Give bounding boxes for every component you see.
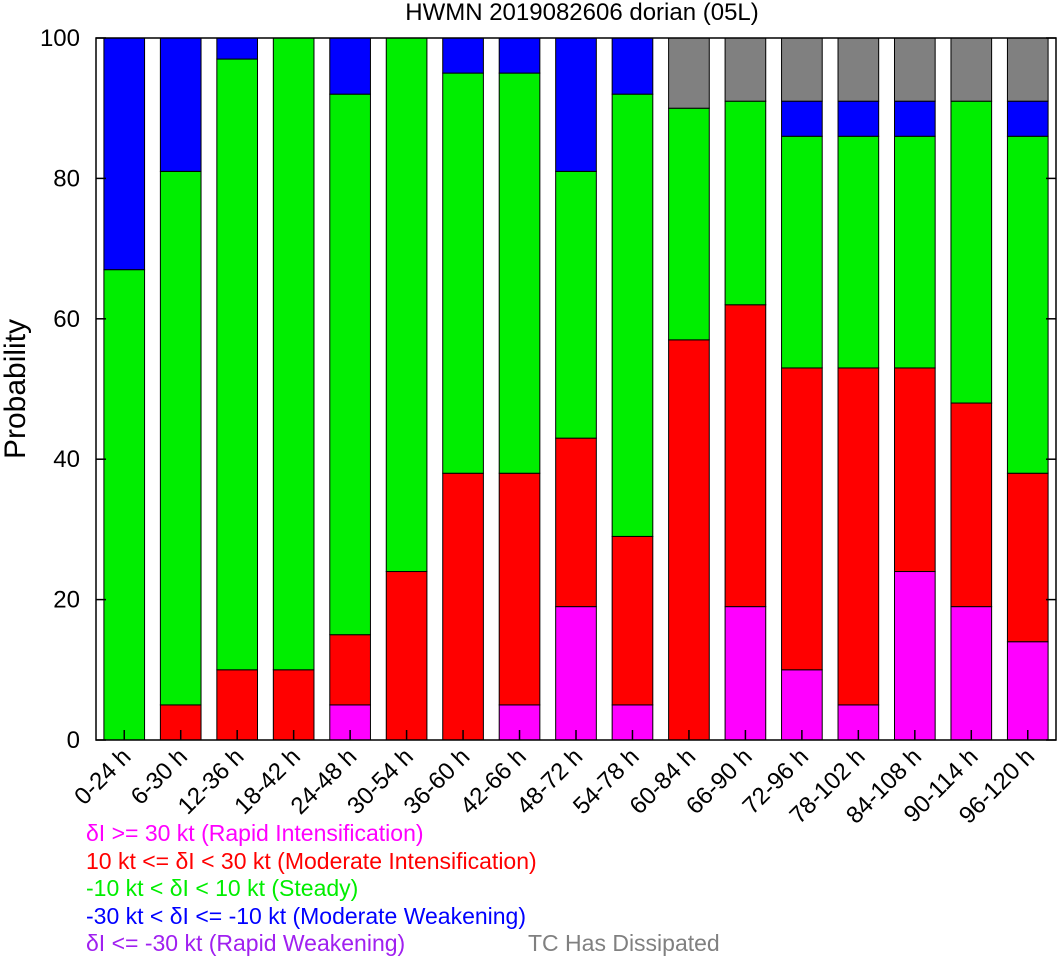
bar-segment bbox=[893, 367, 936, 573]
bar-segment bbox=[837, 135, 880, 369]
bar-segment bbox=[159, 170, 202, 706]
legend-item-rapid-weakening: δI <= -30 kt (Rapid Weakening) bbox=[86, 930, 406, 956]
bar-segment bbox=[555, 170, 597, 439]
bar-segment bbox=[555, 37, 597, 172]
bar-segment bbox=[950, 402, 993, 608]
bar-segment bbox=[668, 339, 710, 741]
bar-segment bbox=[781, 669, 823, 741]
bar-segment bbox=[272, 669, 315, 741]
bar-segment bbox=[950, 37, 993, 102]
bar-segment bbox=[555, 437, 597, 608]
bar-segment bbox=[442, 37, 484, 74]
chart-title: HWMN 2019082606 dorian (05L) bbox=[405, 0, 759, 26]
bar-segment bbox=[329, 634, 371, 706]
bar-segment bbox=[329, 37, 371, 95]
bar-segment bbox=[385, 37, 428, 573]
bar-segment bbox=[216, 37, 259, 60]
bar-segment bbox=[1006, 472, 1049, 643]
bar-segment bbox=[724, 304, 767, 608]
bar-segment bbox=[611, 37, 654, 95]
bars-group bbox=[103, 37, 1049, 741]
bar-segment bbox=[893, 571, 936, 741]
bar-segment bbox=[329, 93, 371, 636]
bar-segment bbox=[781, 100, 823, 137]
y-tick-label: 20 bbox=[53, 587, 80, 614]
bar-segment bbox=[442, 472, 484, 741]
legend-item-moderate-weakening: -30 kt < δI <= -10 kt (Moderate Weakenin… bbox=[86, 903, 527, 929]
bar-segment bbox=[498, 72, 541, 474]
bar-segment bbox=[724, 100, 767, 306]
bar-segment bbox=[781, 135, 823, 369]
bar-segment bbox=[724, 37, 767, 102]
bar-segment bbox=[724, 606, 767, 741]
bar-segment bbox=[893, 135, 936, 369]
bar-segment bbox=[893, 100, 936, 137]
legend-item-dissipated: TC Has Dissipated bbox=[528, 930, 720, 956]
bar-segment bbox=[668, 37, 710, 109]
bar-segment bbox=[781, 367, 823, 671]
bar-segment bbox=[103, 269, 146, 741]
bar-segment bbox=[611, 535, 654, 706]
bar-segment bbox=[216, 58, 259, 671]
bar-segment bbox=[668, 107, 710, 341]
bar-segment bbox=[442, 72, 484, 474]
bar-segment bbox=[272, 37, 315, 671]
legend-item-rapid-intensification: δI >= 30 kt (Rapid Intensification) bbox=[86, 820, 424, 846]
y-axis: 0 20 40 60 80 100 bbox=[40, 25, 1056, 754]
bar-segment bbox=[216, 669, 259, 741]
bar-segment bbox=[385, 571, 428, 741]
bar-segment bbox=[498, 472, 541, 706]
bar-segment bbox=[159, 37, 202, 172]
y-tick-label: 80 bbox=[53, 165, 80, 192]
legend-item-moderate-intensification: 10 kt <= δI < 30 kt (Moderate Intensific… bbox=[86, 848, 537, 874]
bar-segment bbox=[1006, 641, 1049, 741]
bar-segment bbox=[893, 37, 936, 102]
bar-segment bbox=[837, 100, 880, 137]
y-tick-label: 100 bbox=[40, 25, 80, 52]
bar-segment bbox=[837, 37, 880, 102]
y-tick-label: 0 bbox=[67, 727, 80, 754]
x-axis: 0-24 h6-30 h12-36 h18-42 h24-48 h30-54 h… bbox=[69, 730, 1040, 829]
bar-segment bbox=[1006, 37, 1049, 102]
legend-item-steady: -10 kt < δI < 10 kt (Steady) bbox=[86, 875, 359, 901]
bar-segment bbox=[1006, 135, 1049, 474]
bar-segment bbox=[611, 93, 654, 537]
bar-segment bbox=[103, 37, 146, 271]
bar-segment bbox=[498, 37, 541, 74]
bar-segment bbox=[950, 100, 993, 404]
bar-segment bbox=[781, 37, 823, 102]
y-axis-label: Probability bbox=[0, 319, 32, 459]
bar-segment bbox=[950, 606, 993, 741]
bar-segment bbox=[1006, 100, 1049, 137]
bar-segment bbox=[837, 367, 880, 706]
y-tick-label: 40 bbox=[53, 446, 80, 473]
y-tick-label: 60 bbox=[53, 306, 80, 333]
bar-segment bbox=[555, 606, 597, 741]
